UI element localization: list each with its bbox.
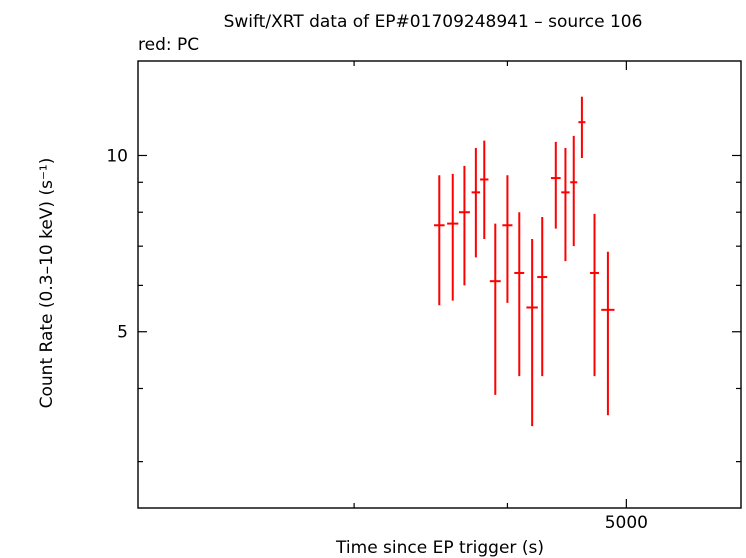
x-tick-label: 5000 [605, 513, 648, 533]
y-tick-label: 5 [117, 323, 128, 343]
plot-frame [137, 60, 742, 509]
axis-ticks: 5 10 5000 [106, 61, 741, 533]
x-axis-label: Time since EP trigger (s) [335, 538, 544, 558]
legend-label: red: PC [138, 35, 199, 55]
y-axis-label: Count Rate (0.3–10 keV) (s⁻¹) [37, 158, 57, 409]
chart-title: Swift/XRT data of EP#01709248941 – sourc… [224, 12, 643, 32]
data-points [433, 96, 615, 427]
y-tick-label: 10 [106, 146, 128, 166]
